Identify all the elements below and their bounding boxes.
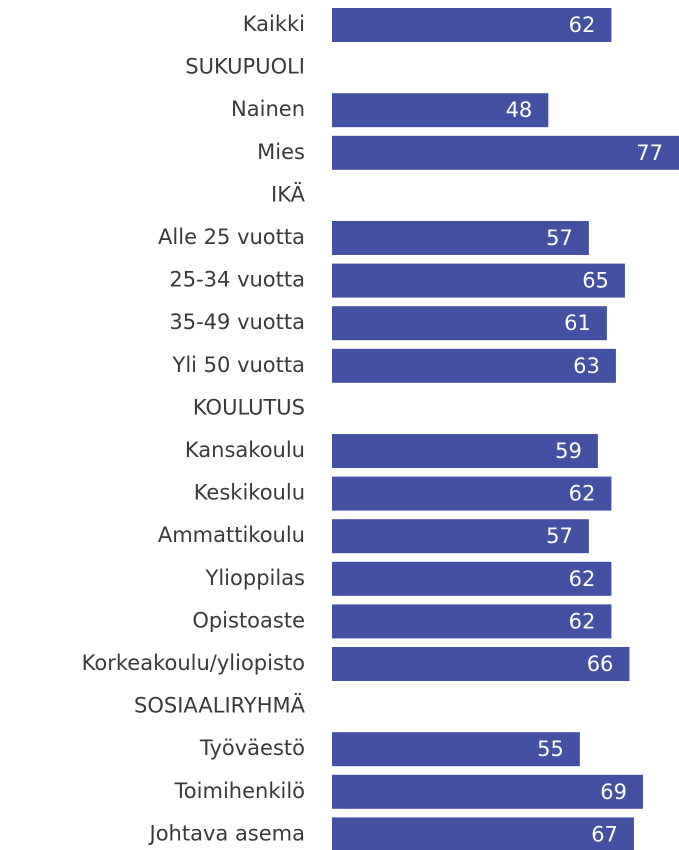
category-label: Opistoaste <box>192 608 305 632</box>
value-label: 62 <box>569 567 596 591</box>
category-label: Korkeakoulu/yliopisto <box>82 651 305 675</box>
value-label: 62 <box>569 13 596 37</box>
category-label: Johtava asema <box>148 821 305 845</box>
category-label: Toimihenkilö <box>174 779 305 803</box>
value-label: 67 <box>591 822 618 846</box>
bar <box>332 604 612 639</box>
category-label: Nainen <box>231 97 305 121</box>
value-label: 65 <box>582 269 609 293</box>
value-label: 69 <box>600 780 627 804</box>
bar <box>332 263 625 298</box>
value-label: 59 <box>555 439 582 463</box>
category-label: 25-34 vuotta <box>169 268 305 292</box>
bar <box>332 476 612 511</box>
value-label: 48 <box>506 98 533 122</box>
category-label: Kansakoulu <box>185 438 305 462</box>
category-label: Työväestö <box>199 736 305 760</box>
category-label: Mies <box>257 140 305 164</box>
bar <box>332 434 598 468</box>
category-label: Alle 25 vuotta <box>158 225 305 249</box>
value-label: 57 <box>546 226 573 250</box>
category-label: Yli 50 vuotta <box>172 353 306 377</box>
category-label: Ylioppilas <box>205 566 305 590</box>
category-label: IKÄ <box>271 181 306 206</box>
category-label: SUKUPUOLI <box>185 55 305 79</box>
bar <box>332 647 630 681</box>
category-label: Ammattikoulu <box>158 523 305 547</box>
bar <box>332 732 580 767</box>
category-label: KOULUTUS <box>193 395 305 419</box>
value-label: 55 <box>537 737 564 761</box>
category-label: SOSIAALIRYHMÄ <box>134 693 306 718</box>
bar <box>332 774 643 809</box>
category-label: 35-49 vuotta <box>169 310 305 334</box>
bar <box>332 135 679 170</box>
bar <box>332 8 612 42</box>
bar <box>332 817 634 850</box>
bar <box>332 221 589 255</box>
value-label: 66 <box>587 652 614 676</box>
category-label: Keskikoulu <box>194 481 305 505</box>
bar <box>332 519 589 554</box>
value-label: 62 <box>569 482 596 506</box>
value-label: 61 <box>564 311 591 335</box>
value-label: 77 <box>636 141 663 165</box>
bar <box>332 93 549 128</box>
bar <box>332 306 607 341</box>
value-label: 57 <box>546 524 573 548</box>
bar <box>332 561 612 596</box>
value-label: 63 <box>573 354 600 378</box>
bar <box>332 348 616 383</box>
value-label: 62 <box>569 609 596 633</box>
category-label: Kaikki <box>243 12 305 36</box>
